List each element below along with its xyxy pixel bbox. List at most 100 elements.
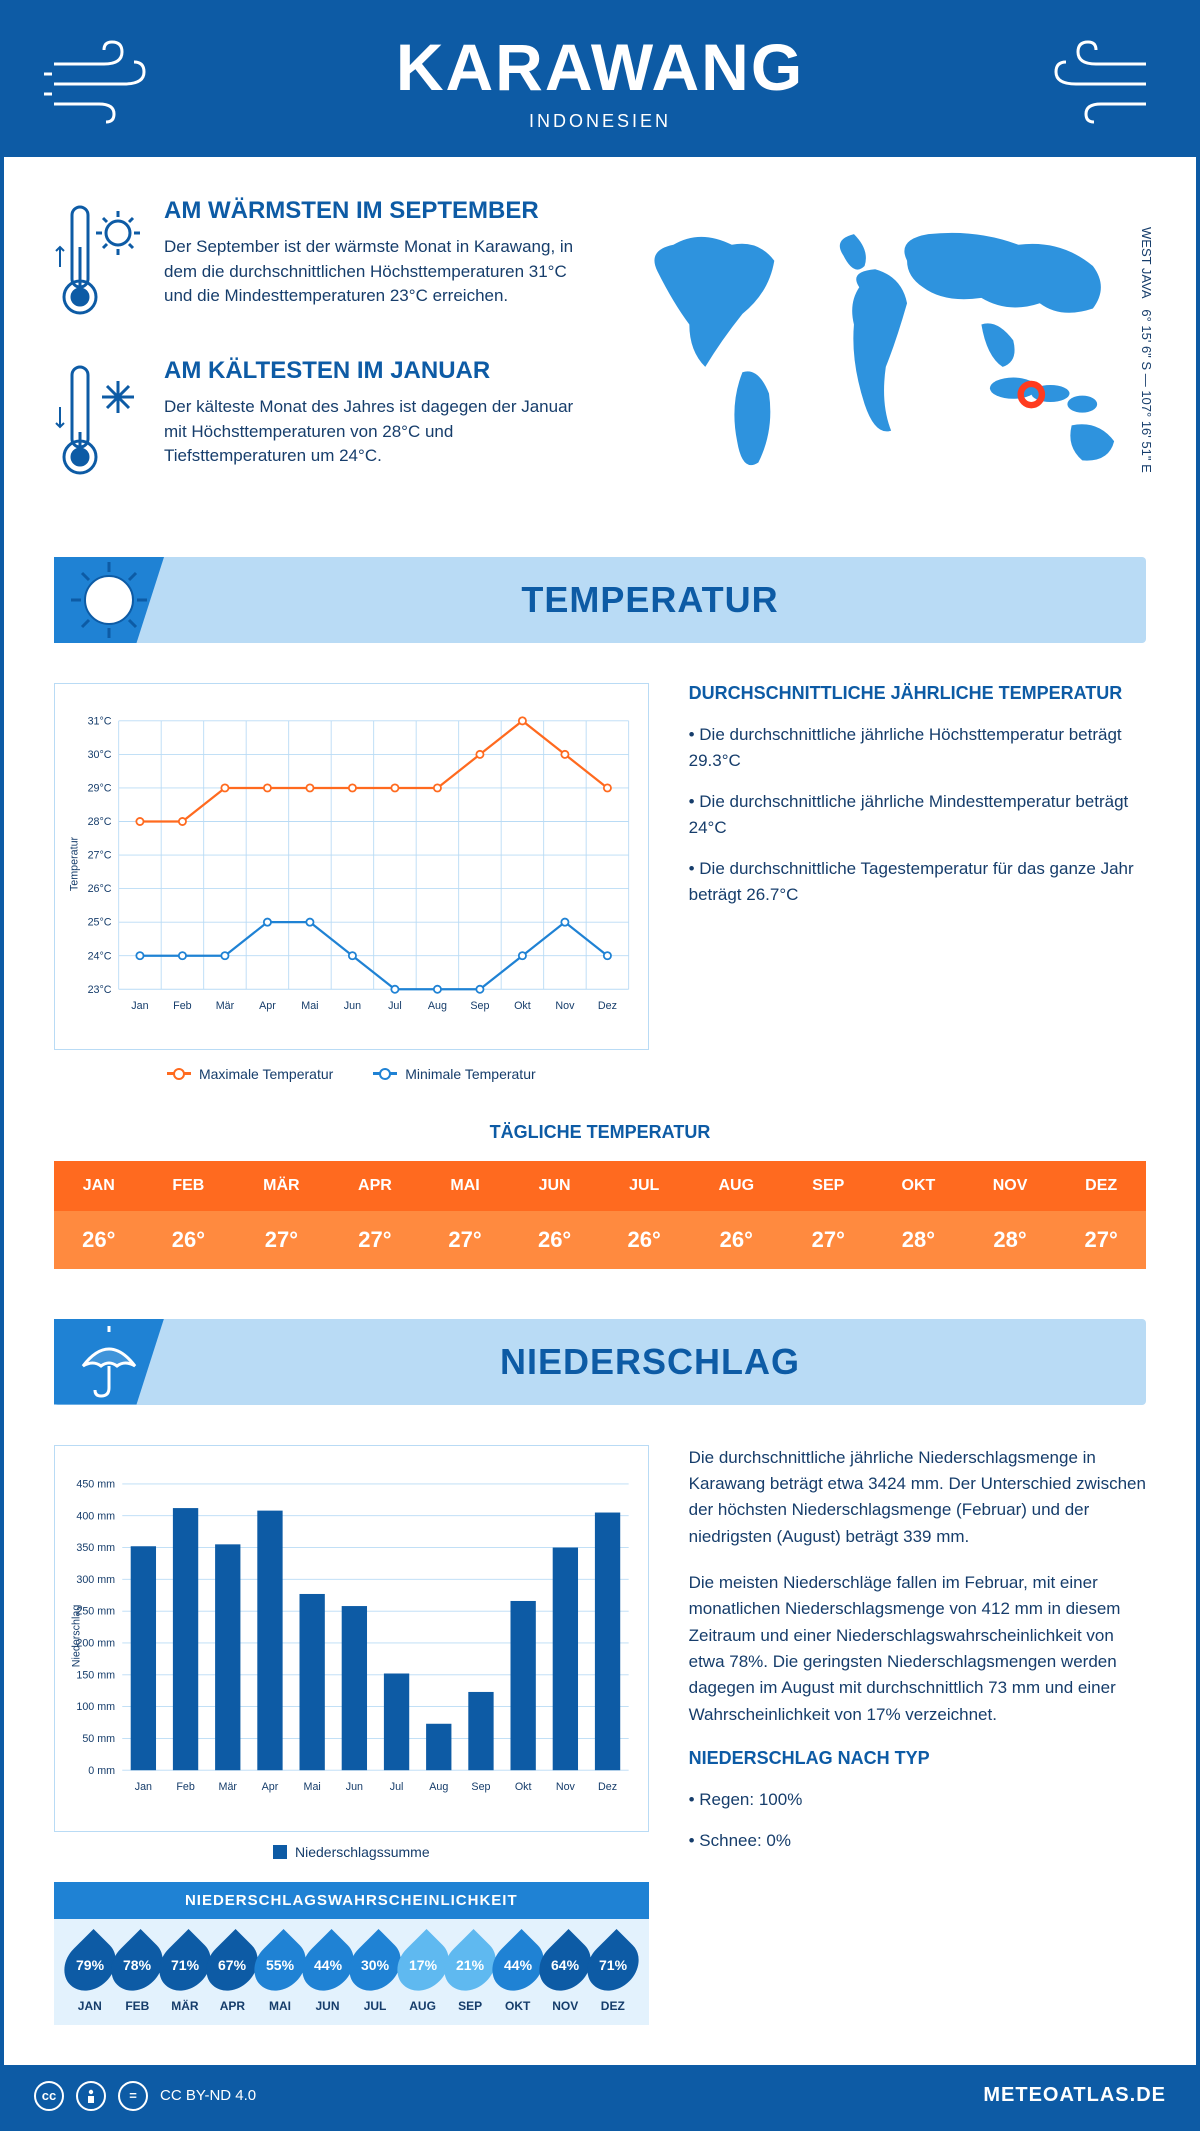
table-header-cell: OKT [873,1161,964,1211]
svg-text:Okt: Okt [514,1000,531,1012]
probability-drop: 21%SEP [446,1937,494,2013]
svg-text:Feb: Feb [176,1780,195,1792]
coordinates: WEST JAVA 6° 15' 6" S — 107° 16' 51" E [1139,227,1154,473]
warmest-title: AM WÄRMSTEN IM SEPTEMBER [164,197,585,225]
table-cell: 26° [689,1211,784,1269]
svg-text:Dez: Dez [598,1780,617,1792]
precip-snow: • Schnee: 0% [689,1828,1146,1854]
svg-text:Nov: Nov [556,1780,576,1792]
thermometer-sun-icon [54,197,144,327]
svg-text:25°C: 25°C [88,917,112,929]
page-subtitle: INDONESIEN [24,111,1176,132]
svg-text:300 mm: 300 mm [76,1573,115,1585]
coldest-text: Der kälteste Monat des Jahres ist dagege… [164,395,585,469]
wind-icon [1026,34,1156,124]
daily-temp-title: TÄGLICHE TEMPERATUR [54,1122,1146,1143]
world-map [615,197,1146,494]
probability-drop: 44%OKT [494,1937,542,2013]
warmest-fact: AM WÄRMSTEN IM SEPTEMBER Der September i… [54,197,585,327]
page: KARAWANG INDONESIEN [0,0,1200,2131]
intro-section: AM WÄRMSTEN IM SEPTEMBER Der September i… [54,197,1146,517]
svg-text:Jun: Jun [344,1000,361,1012]
temp-legend: Maximale Temperatur Minimale Temperatur [54,1062,649,1082]
svg-text:24°C: 24°C [88,950,112,962]
daily-temp-table: JANFEBMÄRAPRMAIJUNJULAUGSEPOKTNOVDEZ 26°… [54,1161,1146,1269]
probability-drop: 17%AUG [399,1937,447,2013]
temp-bullet: • Die durchschnittliche jährliche Höchst… [689,722,1146,773]
svg-text:23°C: 23°C [88,984,112,996]
svg-text:31°C: 31°C [88,715,112,727]
precipitation-chart: 0 mm50 mm100 mm150 mm200 mm250 mm300 mm3… [54,1445,649,1832]
svg-text:Jan: Jan [135,1780,152,1792]
coldest-title: AM KÄLTESTEN IM JANUAR [164,357,585,385]
wind-icon [44,34,174,124]
svg-text:Jun: Jun [346,1780,363,1792]
table-cell: 26° [599,1211,689,1269]
table-cell: 28° [964,1211,1057,1269]
svg-text:Jul: Jul [388,1000,402,1012]
svg-text:Dez: Dez [598,1000,617,1012]
svg-text:Mai: Mai [301,1000,318,1012]
svg-text:400 mm: 400 mm [76,1510,115,1522]
svg-text:28°C: 28°C [88,816,112,828]
cc-icon: cc [34,2081,64,2111]
table-header-cell: NOV [964,1161,1057,1211]
svg-text:Niederschlag: Niederschlag [70,1604,82,1667]
svg-text:0 mm: 0 mm [88,1764,115,1776]
table-header-cell: DEZ [1056,1161,1146,1211]
header: KARAWANG INDONESIEN [4,4,1196,157]
svg-text:Aug: Aug [429,1780,448,1792]
temp-bullet: • Die durchschnittliche jährliche Mindes… [689,789,1146,840]
precip-type-title: NIEDERSCHLAG NACH TYP [689,1748,1146,1769]
precip-section-header: NIEDERSCHLAG [54,1319,1146,1405]
table-header-cell: APR [330,1161,421,1211]
umbrella-icon [69,1322,149,1402]
temp-info-title: DURCHSCHNITTLICHE JÄHRLICHE TEMPERATUR [689,683,1146,704]
svg-text:Apr: Apr [262,1780,279,1792]
license-label: CC BY-ND 4.0 [160,2087,256,2104]
svg-text:Jan: Jan [131,1000,148,1012]
svg-text:Nov: Nov [555,1000,575,1012]
svg-text:Feb: Feb [173,1000,192,1012]
temp-section-header: TEMPERATUR [54,557,1146,643]
lon-label: 107° 16' 51" E [1139,390,1154,472]
svg-text:Sep: Sep [470,1000,489,1012]
table-cell: 26° [144,1211,234,1269]
coldest-fact: AM KÄLTESTEN IM JANUAR Der kälteste Mona… [54,357,585,487]
table-cell: 26° [54,1211,144,1269]
table-header-cell: MAI [420,1161,510,1211]
page-title: KARAWANG [24,29,1176,105]
temp-bullet: • Die durchschnittliche Tagestemperatur … [689,856,1146,907]
table-header-cell: MÄR [233,1161,329,1211]
lat-label: 6° 15' 6" S [1139,309,1154,370]
svg-text:Mai: Mai [304,1780,321,1792]
legend-precip: Niederschlagssumme [295,1844,430,1860]
table-cell: 27° [233,1211,329,1269]
probability-drop: 44%JUN [304,1937,352,2013]
site-label: METEOATLAS.DE [983,2084,1166,2107]
svg-text:150 mm: 150 mm [76,1669,115,1681]
svg-text:Mär: Mär [219,1780,238,1792]
sun-icon [69,560,149,640]
svg-text:450 mm: 450 mm [76,1478,115,1490]
thermometer-snow-icon [54,357,144,487]
precip-rain: • Regen: 100% [689,1787,1146,1813]
svg-text:50 mm: 50 mm [82,1732,115,1744]
table-header-cell: FEB [144,1161,234,1211]
svg-text:Apr: Apr [259,1000,276,1012]
probability-drop: 30%JUL [351,1937,399,2013]
table-cell: 27° [1056,1211,1146,1269]
svg-text:Temperatur: Temperatur [69,836,81,891]
probability-drop: 64%NOV [541,1937,589,2013]
nd-icon: = [118,2081,148,2111]
probability-drop: 67%APR [209,1937,257,2013]
svg-text:100 mm: 100 mm [76,1701,115,1713]
table-cell: 27° [330,1211,421,1269]
svg-text:Aug: Aug [428,1000,447,1012]
precip-paragraph: Die meisten Niederschläge fallen im Febr… [689,1570,1146,1728]
table-header-cell: JAN [54,1161,144,1211]
region-label: WEST JAVA [1139,227,1154,299]
precip-heading: NIEDERSCHLAG [184,1341,1116,1383]
table-cell: 26° [510,1211,600,1269]
table-header-cell: AUG [689,1161,784,1211]
